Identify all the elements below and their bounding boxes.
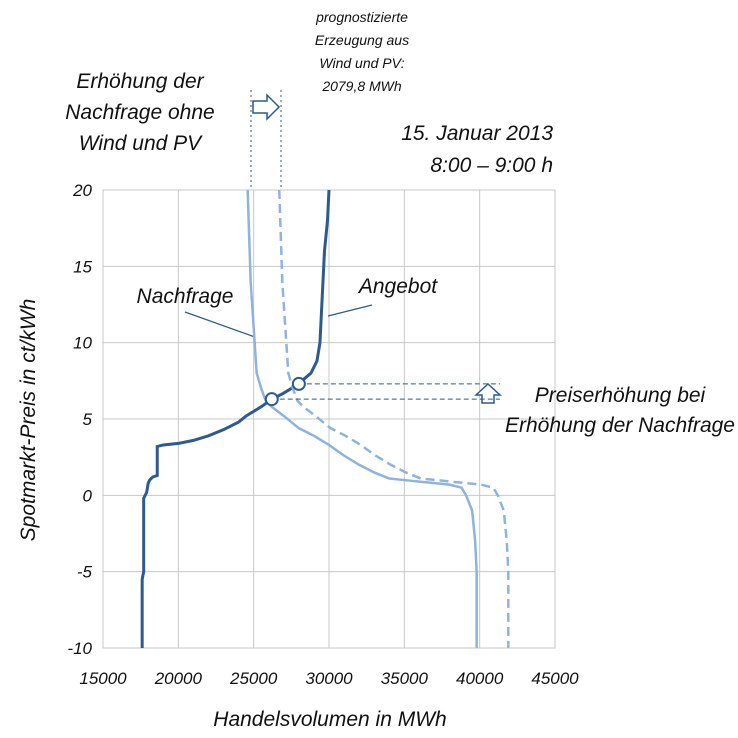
series-line: [278, 189, 510, 648]
x-tick-label: 30000: [305, 669, 353, 688]
intersection-point: [291, 376, 306, 391]
chart-subtitle: 8:00 – 9:00 h: [430, 154, 553, 177]
y-tick-label: 20: [72, 181, 92, 200]
intersection-point: [264, 392, 279, 407]
x-tick-label: 35000: [381, 669, 429, 688]
grid: [102, 189, 556, 649]
x-tick-label: 15000: [79, 669, 127, 688]
leader-line: [327, 304, 373, 317]
y-tick-label: 0: [83, 486, 93, 505]
x-tick-label: 40000: [456, 669, 504, 688]
y-tick-label: 10: [73, 334, 92, 353]
annotation: Wind und PV:: [319, 55, 404, 71]
y-tick-label: 5: [83, 410, 93, 429]
demand-label: Nachfrage: [137, 285, 234, 308]
series-line: [140, 189, 331, 648]
annotation: Nachfrage ohne: [65, 101, 214, 124]
shift-arrow: [252, 93, 281, 121]
annotation: Wind und PV: [79, 132, 203, 155]
y-tick-label: -5: [77, 563, 93, 582]
x-tick-label: 20000: [154, 669, 203, 688]
y-axis-title: Spotmarkt-Preis in ct/kWh: [17, 299, 40, 542]
annotation: Preiserhöhung bei: [535, 384, 707, 407]
supply-label: Angebot: [357, 275, 438, 298]
annotation: Erhöhung der: [76, 70, 204, 93]
leader-line: [184, 311, 256, 338]
y-tick-label: -10: [67, 639, 92, 658]
price-arrow: [474, 382, 502, 404]
x-tick-label: 45000: [531, 669, 579, 688]
x-axis-title: Handelsvolumen in MWh: [213, 708, 446, 731]
annotation: Erhöhung der Nachfrage: [505, 414, 735, 437]
chart-title: 15. Januar 2013: [401, 122, 553, 145]
annotation: Erzeugung aus: [315, 32, 409, 48]
annotation: prognostizierte: [315, 9, 408, 25]
y-tick-label: 15: [73, 257, 92, 276]
series-line: [246, 189, 478, 648]
annotation: 2079,8 MWh: [321, 78, 402, 94]
x-tick-label: 25000: [229, 669, 278, 688]
